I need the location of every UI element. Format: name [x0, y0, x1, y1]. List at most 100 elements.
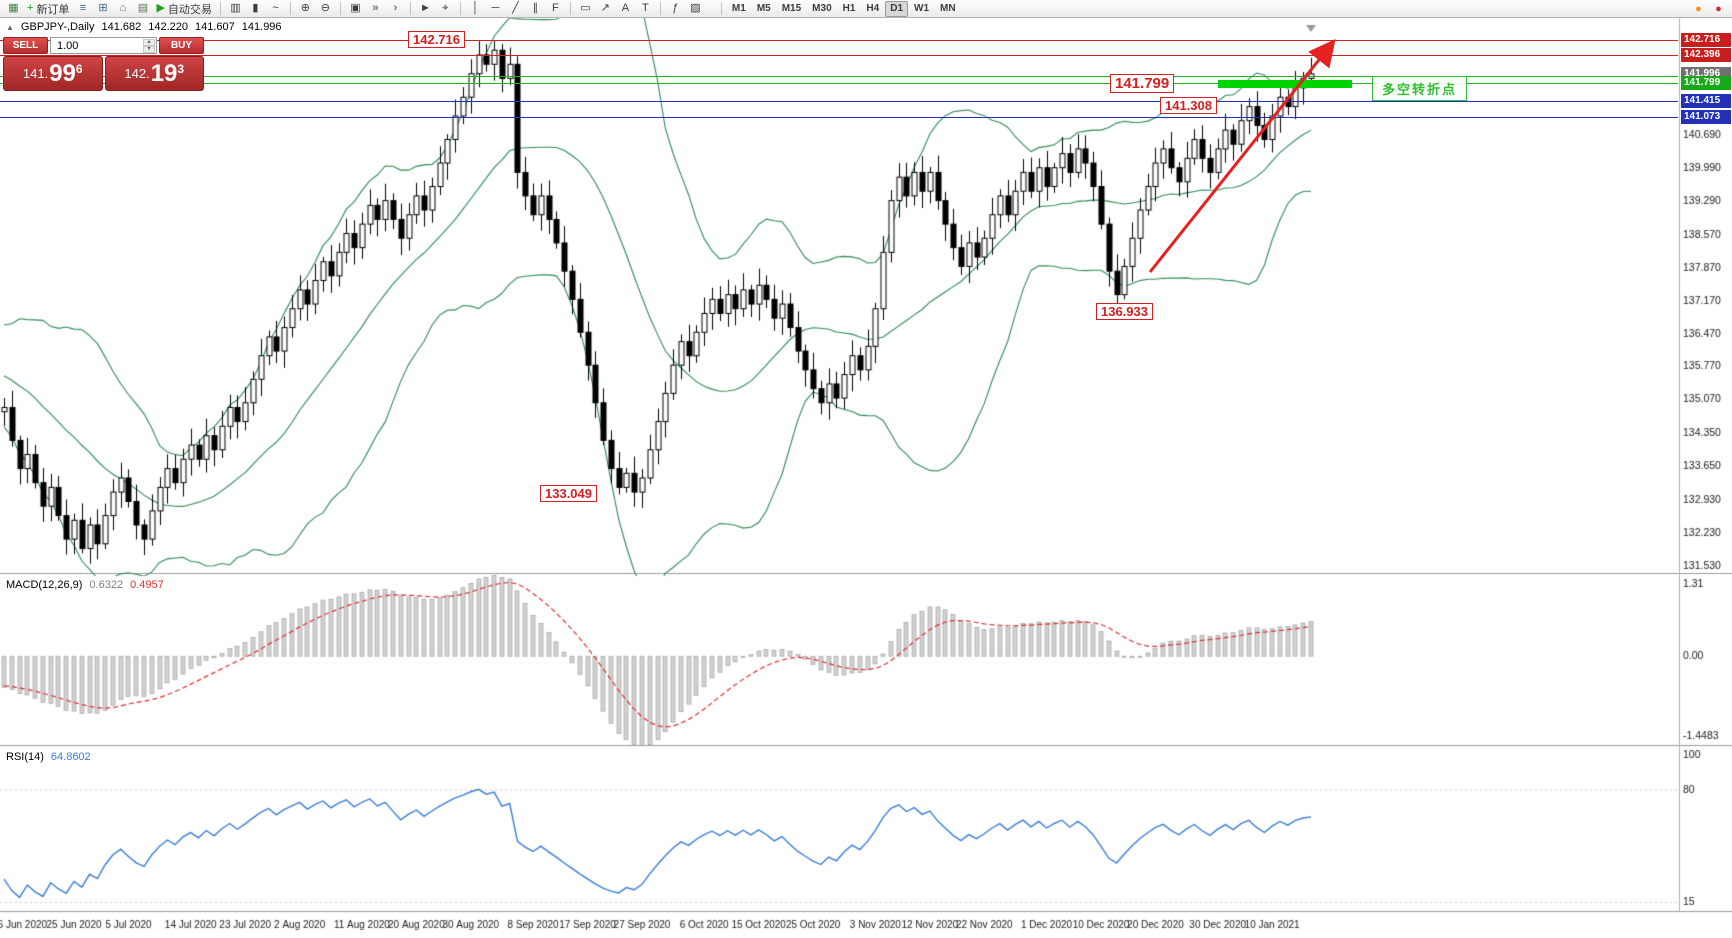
toolbar-separator	[339, 2, 341, 15]
timeframe-m15[interactable]: M15	[777, 1, 806, 17]
trendline-icon: ╱	[512, 2, 519, 14]
market-watch-icon: ≡	[79, 2, 87, 14]
volume-increase-button[interactable]: ▴	[143, 38, 155, 46]
data-window-icon[interactable]: ⊞	[93, 1, 112, 17]
label-tool-icon[interactable]: T	[636, 1, 655, 17]
toolbar-separator	[720, 2, 722, 15]
data-window-icon: ⊞	[98, 2, 108, 14]
bar-chart-icon: ▥	[230, 2, 241, 14]
navigator-icon[interactable]: ⌂	[113, 1, 132, 17]
vertical-line-icon: │	[471, 2, 479, 14]
vertical-line-icon[interactable]: │	[466, 1, 485, 17]
fibonacci-icon[interactable]: F	[546, 1, 565, 17]
candlestick-chart-icon: ▮	[252, 2, 259, 14]
volume-value: 1.00	[57, 39, 79, 52]
collapse-toggle-icon[interactable]: ▲	[6, 22, 14, 32]
tile-windows-icon[interactable]: ▣	[346, 1, 365, 17]
bid-pips: 99	[49, 59, 76, 87]
cursor-icon: ►	[419, 2, 431, 14]
crosshair-icon[interactable]: ⌖	[436, 1, 455, 17]
label-tool-icon: T	[642, 2, 649, 14]
timeframe-w1[interactable]: W1	[909, 1, 934, 17]
auto-scroll-icon[interactable]: »	[366, 1, 385, 17]
zoom-out-icon: ⊖	[320, 2, 331, 14]
templates-icon: ▨	[690, 2, 701, 14]
terminal-icon[interactable]: ▤	[133, 1, 152, 17]
community-icon[interactable]: ●	[1689, 1, 1708, 17]
templates-icon[interactable]: ▨	[686, 1, 705, 17]
timeframe-d1[interactable]: D1	[885, 0, 909, 17]
toolbar-separator	[659, 2, 661, 15]
alert-icon[interactable]: ●	[1709, 1, 1728, 17]
chart-window-icon[interactable]: ▦	[4, 1, 23, 17]
line-chart-icon: ~	[272, 2, 279, 14]
timeframe-h4[interactable]: H4	[861, 1, 884, 17]
candlestick-chart-icon[interactable]: ▮	[246, 1, 265, 17]
trendline-icon[interactable]: ╱	[506, 1, 525, 17]
arrow-tool-icon[interactable]: ↗	[596, 1, 615, 17]
symbol-label: GBPJPY-,Daily	[20, 21, 95, 33]
chart-window-icon: ▦	[8, 2, 19, 14]
text-tool-icon[interactable]: A	[616, 1, 635, 17]
sell-price-button[interactable]: 141. 99 6	[3, 56, 103, 91]
indicators-icon: ƒ	[672, 2, 679, 14]
toolbar-separator	[569, 2, 571, 15]
autotrading-icon: ▶	[156, 2, 165, 14]
timeframe-m1[interactable]: M1	[727, 1, 751, 17]
ohlc-info: ▲ GBPJPY-,Daily 141.682 142.220 141.607 …	[6, 21, 282, 33]
line-chart-icon[interactable]: ~	[266, 1, 285, 17]
macd-signal-value: 0.4957	[130, 579, 164, 591]
autotrading-button[interactable]: ▶ 自动交易	[153, 1, 214, 17]
volume-decrease-button[interactable]: ▾	[143, 45, 155, 53]
macd-main-value: 0.6322	[89, 579, 124, 591]
indicators-icon[interactable]: ƒ	[666, 1, 685, 17]
chart-shift-icon: ›	[393, 2, 398, 14]
chart-shift-icon[interactable]: ›	[386, 1, 405, 17]
timeframe-h1[interactable]: H1	[838, 1, 861, 17]
rsi-header: RSI(14) 64.8602	[6, 751, 91, 763]
bid-prefix: 141.	[22, 66, 49, 81]
ohlc-close: 141.996	[241, 21, 282, 33]
auto-scroll-icon: »	[372, 2, 379, 14]
channel-icon: ∥	[532, 2, 539, 14]
timeframe-mn[interactable]: MN	[935, 1, 961, 17]
zoom-out-icon[interactable]: ⊖	[316, 1, 335, 17]
one-click-panel: SELL 1.00 ▴ ▾ BUY 141. 99 6 142. 19 3	[3, 37, 204, 91]
timeframe-m5[interactable]: M5	[752, 1, 776, 17]
rsi-title: RSI(14)	[6, 751, 44, 763]
toolbar-separator	[409, 2, 411, 15]
new-order-button[interactable]: + 新订单	[24, 1, 72, 17]
fibonacci-icon: F	[552, 2, 559, 14]
buy-price-button[interactable]: 142. 19 3	[104, 56, 204, 91]
ohlc-low: 141.607	[195, 21, 235, 33]
arrow-tool-icon: ↗	[600, 2, 611, 14]
one-click-price-row: 141. 99 6 142. 19 3	[3, 56, 204, 91]
ask-fraction: 3	[177, 62, 185, 76]
volume-field[interactable]: 1.00 ▴ ▾	[50, 37, 157, 54]
new-order-icon: +	[27, 2, 34, 14]
one-click-top-row: SELL 1.00 ▴ ▾ BUY	[3, 37, 204, 54]
buy-button[interactable]: BUY	[159, 37, 204, 54]
channel-icon[interactable]: ∥	[526, 1, 545, 17]
shapes-icon[interactable]: ▭	[576, 1, 595, 17]
tile-windows-icon: ▣	[350, 2, 361, 14]
horizontal-line-icon: ─	[491, 2, 500, 14]
horizontal-line-icon[interactable]: ─	[486, 1, 505, 17]
sell-button[interactable]: SELL	[3, 37, 48, 54]
crosshair-icon: ⌖	[442, 2, 449, 14]
timeframe-m30[interactable]: M30	[807, 1, 836, 17]
market-watch-icon[interactable]: ≡	[73, 1, 92, 17]
toolbar-separator	[459, 2, 461, 15]
macd-header: MACD(12,26,9) 0.6322 0.4957	[6, 579, 164, 591]
terminal-icon: ▤	[137, 2, 149, 14]
rsi-value: 64.8602	[50, 751, 91, 763]
zoom-in-icon[interactable]: ⊕	[296, 1, 315, 17]
ask-prefix: 142.	[124, 66, 150, 81]
turning-point-label[interactable]: 多空转折点	[1372, 76, 1468, 101]
cursor-icon[interactable]: ►	[416, 1, 435, 17]
bar-chart-icon[interactable]: ▥	[226, 1, 245, 17]
text-tool-icon: A	[621, 2, 630, 14]
autotrading-label: 自动交易	[167, 3, 212, 16]
